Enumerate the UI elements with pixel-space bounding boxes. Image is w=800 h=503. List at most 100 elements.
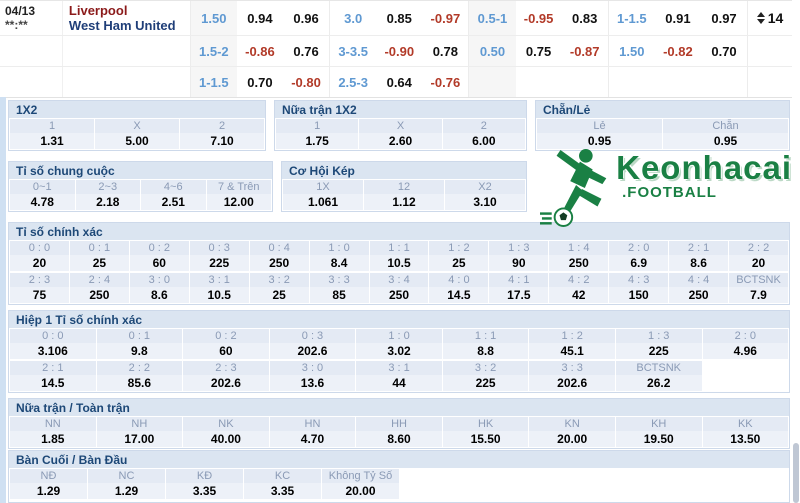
odds-cell[interactable]: 0 : 1 9.8 <box>96 329 183 359</box>
odds-cell[interactable]: HK 15.50 <box>442 417 529 447</box>
odds-cell[interactable]: 2 : 3 202.6 <box>183 361 269 391</box>
odds-cell[interactable]: NN 1.85 <box>10 417 96 447</box>
odds-cell[interactable]: 4 : 3 150 <box>609 273 669 303</box>
odds-value[interactable]: -0.90 <box>384 43 415 59</box>
odds-cell[interactable]: Lẻ 0.95 <box>537 119 662 149</box>
odds-cell[interactable]: 2 : 1 14.5 <box>10 361 96 391</box>
handicap-value[interactable]: 3-3.5 <box>329 36 376 66</box>
odds-cell[interactable]: 2 : 1 8.6 <box>669 241 729 271</box>
odds-cell[interactable]: 1 : 0 8.4 <box>309 241 369 271</box>
odds-cell[interactable]: X2 3.10 <box>445 180 525 210</box>
odds-value[interactable]: 0.91 <box>665 10 691 26</box>
odds-cell[interactable]: X 2.60 <box>359 119 442 149</box>
odds-cell[interactable]: 1X 1.061 <box>283 180 363 210</box>
odds-cell[interactable]: KK 13.50 <box>702 417 789 447</box>
odds-value[interactable]: 0.78 <box>432 43 459 59</box>
odds-cell[interactable]: 1 : 1 8.8 <box>442 329 529 359</box>
odds-cell[interactable]: 7 & Trên 12.00 <box>206 180 271 210</box>
handicap-value[interactable]: 1-1.5 <box>189 67 237 97</box>
odds-value[interactable]: 0.83 <box>572 10 598 26</box>
odds-value[interactable]: -0.95 <box>523 10 554 26</box>
odds-value[interactable]: 0.97 <box>711 10 737 26</box>
odds-cell[interactable]: 3 : 3 85 <box>309 273 369 303</box>
odds-cell[interactable]: NC 1.29 <box>88 469 165 499</box>
odds-value[interactable]: -0.86 <box>245 43 275 59</box>
odds-cell[interactable]: 3 : 1 44 <box>356 361 442 391</box>
odds-cell[interactable]: 2 : 2 85.6 <box>96 361 183 391</box>
odds-cell[interactable]: KC 3.35 <box>244 469 321 499</box>
odds-value[interactable]: 0.96 <box>293 10 319 26</box>
odds-cell[interactable]: 1 1.75 <box>276 119 359 149</box>
odds-cell[interactable]: 0 : 2 60 <box>129 241 189 271</box>
odds-cell[interactable]: Chẵn 0.95 <box>663 119 788 149</box>
odds-value[interactable]: -0.87 <box>569 43 600 59</box>
odds-cell[interactable]: 1 1.31 <box>10 119 94 149</box>
odds-cell[interactable]: 2 : 0 6.9 <box>609 241 669 271</box>
handicap-value[interactable]: 1-1.5 <box>607 1 655 35</box>
odds-cell[interactable]: 3 : 2 25 <box>249 273 309 303</box>
odds-cell[interactable]: 1 : 3 90 <box>489 241 549 271</box>
odds-cell[interactable]: 3 : 3 202.6 <box>529 361 615 391</box>
scrollbar-thumb[interactable] <box>793 443 799 503</box>
odds-cell[interactable]: 2 : 0 4.96 <box>702 329 789 359</box>
odds-cell[interactable]: BCTSNK 7.9 <box>729 273 788 303</box>
home-team-link[interactable]: Liverpool <box>68 3 128 18</box>
odds-cell[interactable]: 4 : 1 17.5 <box>489 273 549 303</box>
odds-cell[interactable]: 12 1.12 <box>364 180 444 210</box>
odds-cell[interactable]: 1 : 0 3.02 <box>356 329 442 359</box>
odds-value[interactable]: 0.70 <box>247 74 273 90</box>
odds-cell[interactable]: KN 20.00 <box>529 417 615 447</box>
odds-value[interactable]: 0.85 <box>386 10 412 26</box>
odds-count-toggle[interactable]: 14 <box>747 1 792 35</box>
odds-cell[interactable]: KH 19.50 <box>615 417 702 447</box>
odds-value[interactable]: -0.76 <box>430 74 461 90</box>
handicap-value[interactable]: 1.50 <box>189 1 237 35</box>
odds-cell[interactable]: 2 : 3 75 <box>10 273 69 303</box>
odds-cell[interactable]: 1 : 4 250 <box>549 241 609 271</box>
odds-cell[interactable]: KĐ 3.35 <box>166 469 243 499</box>
odds-cell[interactable]: NK 40.00 <box>183 417 269 447</box>
odds-value[interactable]: -0.80 <box>291 74 321 90</box>
odds-cell[interactable]: 2 7.10 <box>180 119 264 149</box>
odds-cell[interactable]: 1 : 3 225 <box>615 329 702 359</box>
odds-cell[interactable]: 0 : 3 202.6 <box>269 329 356 359</box>
handicap-value[interactable]: 3.0 <box>329 1 376 35</box>
odds-value[interactable]: 0.94 <box>247 10 273 26</box>
odds-cell[interactable]: NĐ 1.29 <box>10 469 87 499</box>
odds-cell[interactable]: 3 : 4 250 <box>369 273 429 303</box>
odds-value[interactable]: 0.75 <box>525 43 552 59</box>
odds-cell[interactable]: 0 : 2 60 <box>183 329 269 359</box>
odds-cell[interactable]: X 5.00 <box>95 119 179 149</box>
away-team-link[interactable]: West Ham United <box>68 18 176 33</box>
odds-cell[interactable]: 2 6.00 <box>442 119 525 149</box>
odds-cell[interactable]: 1 : 1 10.5 <box>369 241 429 271</box>
odds-cell[interactable]: 4 : 2 42 <box>549 273 609 303</box>
handicap-value[interactable]: 1.50 <box>607 36 655 66</box>
odds-cell[interactable]: 3 : 0 8.6 <box>129 273 189 303</box>
odds-cell[interactable]: 4~6 2.51 <box>141 180 206 210</box>
odds-cell[interactable]: HN 4.70 <box>269 417 356 447</box>
odds-cell[interactable]: 2 : 2 20 <box>729 241 788 271</box>
odds-cell[interactable]: 0 : 0 3.106 <box>10 329 96 359</box>
odds-cell[interactable]: 0 : 1 25 <box>69 241 129 271</box>
odds-cell[interactable]: 1 : 2 45.1 <box>529 329 615 359</box>
odds-cell[interactable]: 0~1 4.78 <box>10 180 75 210</box>
handicap-value[interactable]: 0.5-1 <box>468 1 516 35</box>
odds-cell[interactable]: 2 : 4 250 <box>69 273 129 303</box>
odds-value[interactable]: 0.64 <box>386 74 412 90</box>
odds-value[interactable]: -0.97 <box>430 10 461 26</box>
handicap-value[interactable]: 1.5-2 <box>189 36 237 66</box>
odds-cell[interactable]: 3 : 2 225 <box>442 361 529 391</box>
odds-cell[interactable]: HH 8.60 <box>356 417 442 447</box>
odds-cell[interactable]: 4 : 4 250 <box>669 273 729 303</box>
odds-cell[interactable]: 2~3 2.18 <box>75 180 140 210</box>
handicap-value[interactable]: 2.5-3 <box>329 67 376 97</box>
handicap-value[interactable]: 0.50 <box>468 36 516 66</box>
odds-cell[interactable]: BCTSNK 26.2 <box>615 361 702 391</box>
odds-cell[interactable]: 4 : 0 14.5 <box>429 273 489 303</box>
odds-cell[interactable]: 3 : 1 10.5 <box>189 273 249 303</box>
odds-value[interactable]: -0.82 <box>663 43 693 59</box>
odds-value[interactable]: 0.70 <box>711 43 737 59</box>
odds-cell[interactable]: 0 : 4 250 <box>249 241 309 271</box>
match-teams[interactable]: Liverpool West Ham United <box>61 1 190 35</box>
